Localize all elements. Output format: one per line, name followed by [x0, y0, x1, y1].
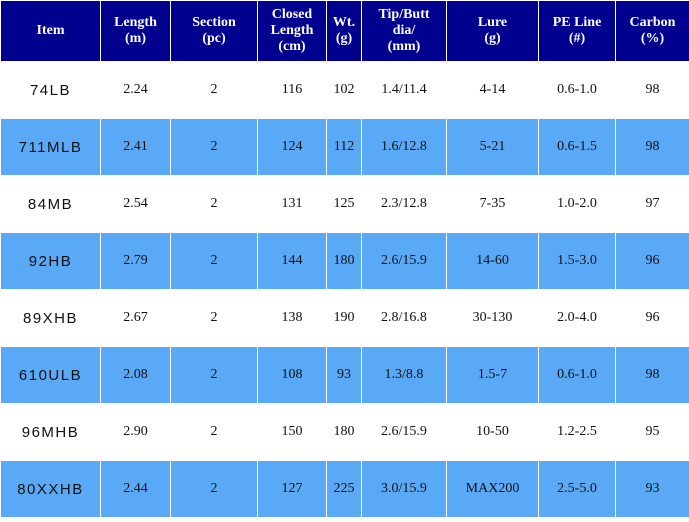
data-cell: 2.08 [100, 346, 171, 404]
data-cell: 2.5-5.0 [538, 460, 616, 518]
data-cell: 144 [257, 232, 327, 290]
data-cell: 124 [257, 118, 327, 176]
table-row: 92HB 2.79 2 144 180 2.6/15.9 14-60 1.5-3.0 96 [0, 232, 689, 290]
data-cell: MAX200 [446, 460, 539, 518]
data-cell: 93 [615, 460, 689, 518]
table-row: 89XHB 2.67 2 138 190 2.8/16.8 30-130 2.0-4.0 96 [0, 289, 689, 347]
item-cell: 74LB [0, 61, 101, 119]
table-row: 80XXHB 2.44 2 127 225 3.0/15.9 MAX200 2.5-5.0 93 [0, 460, 689, 518]
header-cell: Section (pc) [170, 0, 258, 62]
data-cell: 102 [326, 61, 362, 119]
data-cell: 96 [615, 289, 689, 347]
data-cell: 116 [257, 61, 327, 119]
header-cell: Item [0, 0, 101, 62]
data-cell: 2 [170, 118, 258, 176]
table-row: 74LB 2.24 2 116 102 1.4/11.4 4-14 0.6-1.0 98 [0, 61, 689, 119]
data-cell: 1.4/11.4 [361, 61, 447, 119]
data-cell: 225 [326, 460, 362, 518]
header-cell: Length (m) [100, 0, 171, 62]
data-cell: 0.6-1.5 [538, 118, 616, 176]
data-cell: 30-130 [446, 289, 539, 347]
data-cell: 112 [326, 118, 362, 176]
data-cell: 2.0-4.0 [538, 289, 616, 347]
data-cell: 2 [170, 403, 258, 461]
data-cell: 1.2-2.5 [538, 403, 616, 461]
data-cell: 5-21 [446, 118, 539, 176]
table-row: 610ULB 2.08 2 108 93 1.3/8.8 1.5-7 0.6-1.0 98 [0, 346, 689, 404]
data-cell: 1.3/8.8 [361, 346, 447, 404]
data-cell: 190 [326, 289, 362, 347]
data-cell: 2.24 [100, 61, 171, 119]
header-cell: PE Line (#) [538, 0, 616, 62]
table-row: 711MLB 2.41 2 124 112 1.6/12.8 5-21 0.6-1.5 98 [0, 118, 689, 176]
data-cell: 10-50 [446, 403, 539, 461]
data-cell: 2.79 [100, 232, 171, 290]
header-cell: Closed Length (cm) [257, 0, 327, 62]
data-cell: 98 [615, 118, 689, 176]
data-cell: 125 [326, 175, 362, 233]
item-cell: 610ULB [0, 346, 101, 404]
data-cell: 95 [615, 403, 689, 461]
data-cell: 4-14 [446, 61, 539, 119]
header-cell: Lure (g) [446, 0, 539, 62]
data-cell: 93 [326, 346, 362, 404]
data-cell: 1.5-7 [446, 346, 539, 404]
data-cell: 2.41 [100, 118, 171, 176]
data-cell: 2.67 [100, 289, 171, 347]
data-cell: 2.44 [100, 460, 171, 518]
data-cell: 138 [257, 289, 327, 347]
data-cell: 7-35 [446, 175, 539, 233]
header-row: Item Length (m) Section (pc) Closed Length … [0, 0, 689, 62]
data-cell: 108 [257, 346, 327, 404]
data-cell: 127 [257, 460, 327, 518]
data-cell: 96 [615, 232, 689, 290]
data-cell: 2 [170, 460, 258, 518]
item-cell: 96MHB [0, 403, 101, 461]
data-cell: 1.0-2.0 [538, 175, 616, 233]
data-cell: 2 [170, 232, 258, 290]
item-cell: 80XXHB [0, 460, 101, 518]
data-cell: 131 [257, 175, 327, 233]
table-body: 74LB 2.24 2 116 102 1.4/11.4 4-14 0.6-1.0 98 711M… [0, 61, 689, 518]
item-cell: 711MLB [0, 118, 101, 176]
data-cell: 2 [170, 289, 258, 347]
data-cell: 0.6-1.0 [538, 61, 616, 119]
data-cell: 2.8/16.8 [361, 289, 447, 347]
data-cell: 2 [170, 346, 258, 404]
item-cell: 84MB [0, 175, 101, 233]
data-cell: 2.54 [100, 175, 171, 233]
header-cell: Carbon (%) [615, 0, 689, 62]
data-cell: 98 [615, 346, 689, 404]
data-cell: 3.0/15.9 [361, 460, 447, 518]
data-cell: 2.90 [100, 403, 171, 461]
table-row: 84MB 2.54 2 131 125 2.3/12.8 7-35 1.0-2.0 97 [0, 175, 689, 233]
data-cell: 2 [170, 175, 258, 233]
data-cell: 1.5-3.0 [538, 232, 616, 290]
data-cell: 2 [170, 61, 258, 119]
item-cell: 89XHB [0, 289, 101, 347]
data-cell: 150 [257, 403, 327, 461]
data-cell: 180 [326, 403, 362, 461]
table-row: 96MHB 2.90 2 150 180 2.6/15.9 10-50 1.2-2.5 95 [0, 403, 689, 461]
data-cell: 0.6-1.0 [538, 346, 616, 404]
data-cell: 2.6/15.9 [361, 232, 447, 290]
header-cell: Tip/Butt dia/ (mm) [361, 0, 447, 62]
data-cell: 2.6/15.9 [361, 403, 447, 461]
data-cell: 180 [326, 232, 362, 290]
data-cell: 14-60 [446, 232, 539, 290]
item-cell: 92HB [0, 232, 101, 290]
data-cell: 97 [615, 175, 689, 233]
header-cell: Wt. (g) [326, 0, 362, 62]
data-cell: 98 [615, 61, 689, 119]
data-cell: 2.3/12.8 [361, 175, 447, 233]
data-cell: 1.6/12.8 [361, 118, 447, 176]
